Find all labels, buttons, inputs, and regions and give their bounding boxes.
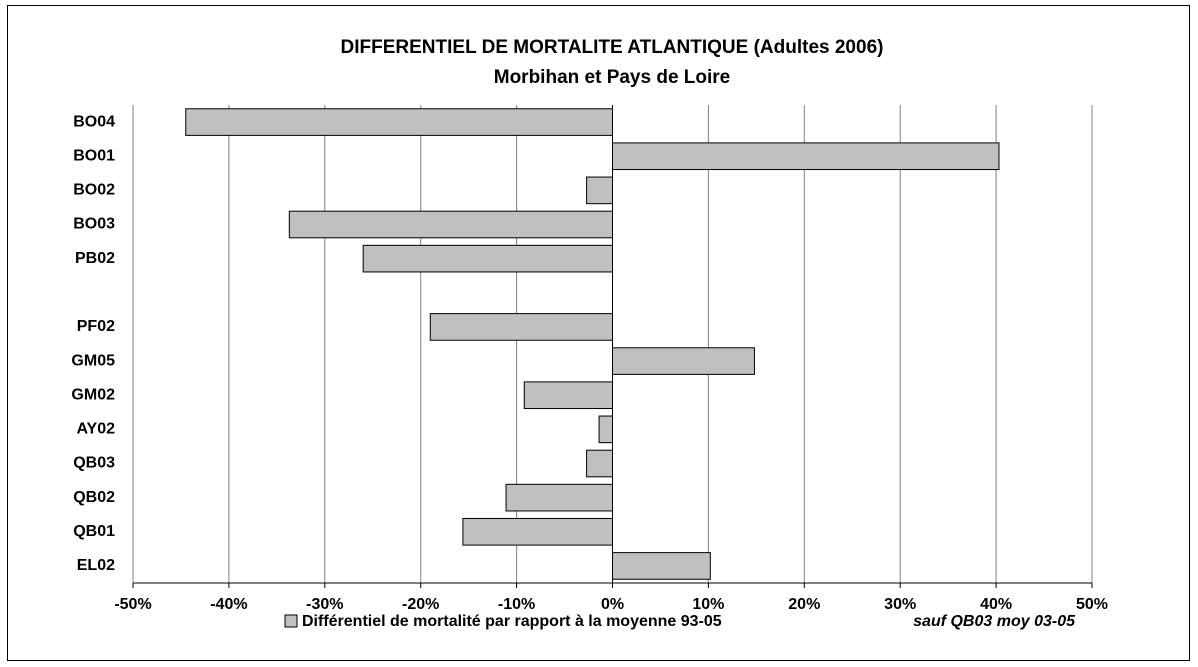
legend-swatch xyxy=(284,614,298,628)
y-tick-label: BO02 xyxy=(73,182,115,199)
chart-subtitle: Morbihan et Pays de Loire xyxy=(494,67,731,88)
bar xyxy=(523,381,613,410)
bar xyxy=(185,108,613,136)
bar xyxy=(362,244,613,273)
y-tick-label: QB01 xyxy=(73,523,115,540)
x-tick-label: -40% xyxy=(210,596,247,613)
y-tick-label: GM05 xyxy=(71,352,115,369)
y-tick-label: EL02 xyxy=(77,557,115,574)
legend-label: Différentiel de mortalité par rapport à … xyxy=(302,613,722,630)
bar xyxy=(586,176,613,205)
bar xyxy=(612,142,1000,171)
y-tick-label: PF02 xyxy=(77,318,115,335)
x-tick-label: 50% xyxy=(1076,596,1108,613)
y-tick-label: QB03 xyxy=(73,455,115,472)
bar xyxy=(462,517,613,546)
x-tick-label: -20% xyxy=(402,596,439,613)
y-tick-label: BO04 xyxy=(73,113,115,130)
bar xyxy=(612,552,711,580)
x-tick-label: 10% xyxy=(692,596,724,613)
x-tick-label: -10% xyxy=(498,596,535,613)
chart-title: DIFFERENTIEL DE MORTALITE ATLANTIQUE (Ad… xyxy=(341,37,884,58)
y-tick-label: PB02 xyxy=(75,250,115,267)
bar xyxy=(505,483,613,512)
bar xyxy=(288,210,613,239)
x-tick-label: -30% xyxy=(306,596,343,613)
bar xyxy=(612,347,755,375)
y-tick-label: AY02 xyxy=(76,421,115,438)
x-tick-label: 30% xyxy=(884,596,916,613)
bar xyxy=(429,313,614,341)
x-tick-label: 20% xyxy=(788,596,820,613)
x-tick-label: 40% xyxy=(980,596,1012,613)
y-tick-label: GM02 xyxy=(71,386,115,403)
y-tick-label: BO03 xyxy=(73,216,115,233)
y-tick-label: QB02 xyxy=(73,489,115,506)
bar xyxy=(598,415,613,444)
bar xyxy=(586,449,613,478)
y-tick-label: BO01 xyxy=(73,147,115,164)
x-tick-label: 0% xyxy=(601,596,624,613)
annotation: sauf QB03 moy 03-05 xyxy=(913,613,1076,630)
x-tick-label: -50% xyxy=(114,596,151,613)
